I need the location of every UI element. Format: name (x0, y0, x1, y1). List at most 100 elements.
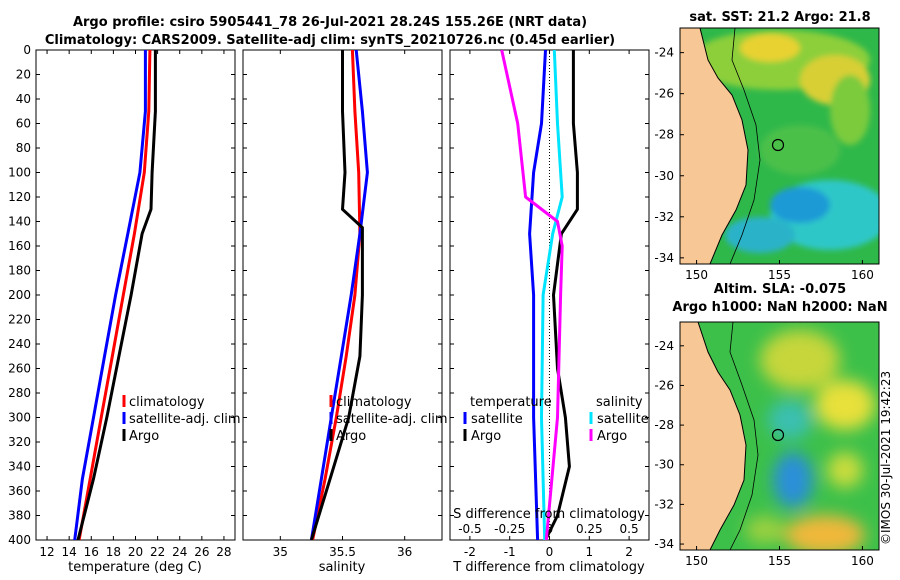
xtick-label: -1 (504, 545, 516, 559)
ytick-label: 160 (8, 239, 31, 253)
ytick-label: 320 (8, 435, 31, 449)
legend-label-satellite: satellite-adj. clim (129, 412, 241, 427)
map-xtick-label: 155 (768, 554, 791, 568)
series-argo (76, 50, 157, 540)
sst-map-ticks: 150 155 160 -24 -26 -28 -30 -32 -34 (654, 46, 873, 282)
xtick-label: 0 (546, 545, 554, 559)
xtick-label: 16 (84, 545, 99, 559)
ytick-label: 20 (16, 68, 31, 82)
xtick-label: 18 (106, 545, 121, 559)
xtick-label: 14 (62, 545, 77, 559)
series-climatology (311, 50, 362, 540)
map-ytick-label: -26 (654, 378, 674, 392)
temperature-xlabel: temperature (deg C) (68, 560, 202, 575)
sla-map: 150 155 160 -24 -26 -28 -30 -32 -34 (654, 321, 880, 568)
xtick-label: 12 (39, 545, 54, 559)
sla-field (745, 330, 875, 550)
difference-yticks (450, 49, 649, 541)
ytick-label: 120 (8, 190, 31, 204)
sla-map-title-line1: Altim. SLA: -0.075 (713, 282, 847, 297)
salinity-xticks: 35 35.5 36 (273, 50, 412, 559)
salinity-yticks (243, 49, 442, 541)
ytick-label: 200 (8, 288, 31, 302)
sst-argo-marker (771, 138, 785, 152)
map-ytick-label: -24 (654, 46, 674, 60)
difference-top-label: S difference from climatology (453, 507, 645, 522)
ytick-label: 280 (8, 386, 31, 400)
legend-label-t-satellite: satellite (471, 412, 523, 427)
map-ytick-label: -32 (654, 497, 674, 511)
sla-isobath (729, 322, 759, 550)
sst-map: 150 155 160 -24 -26 -28 -30 -32 -34 (654, 27, 880, 282)
map-ytick-label: -28 (654, 128, 674, 142)
sla-map-title-line2: Argo h1000: NaN h2000: NaN (672, 300, 888, 315)
ytick-label: 340 (8, 460, 31, 474)
salinity-legend: climatology satellite-adj. clim Argo (329, 395, 448, 444)
xtick-label: -2 (464, 545, 476, 559)
ytick-label: 60 (16, 117, 31, 131)
map-xtick-label: 160 (851, 268, 874, 282)
legend-header-temperature: temperature (470, 395, 552, 410)
ytick-label: 300 (8, 411, 31, 425)
ytick-label: 260 (8, 362, 31, 376)
series-climatology (77, 50, 152, 540)
xtick-label: 1 (585, 545, 593, 559)
map-ytick-label: -34 (654, 537, 674, 551)
sst-land (680, 28, 748, 264)
map-ytick-label: -30 (654, 169, 674, 183)
top-xtick-label: -0.25 (494, 522, 525, 536)
series-satellite-adj-clim (309, 50, 369, 540)
sst-field (690, 30, 879, 253)
temperature-legend: climatology satellite-adj. clim Argo (122, 395, 241, 444)
map-xtick-label: 160 (851, 554, 874, 568)
series-salinity-satellite (540, 50, 564, 540)
ytick-label: 220 (8, 313, 31, 327)
xtick-label: 35.5 (329, 545, 356, 559)
map-ytick-label: -32 (654, 210, 674, 224)
difference-legend: temperature satellite Argo salinity sate… (463, 395, 649, 444)
legend-header-salinity: salinity (596, 395, 643, 410)
map-xtick-label: 150 (685, 268, 708, 282)
figure-title-line2: Climatology: CARS2009. Satellite-adj cli… (44, 33, 616, 48)
difference-xlabel: T difference from climatology (452, 560, 645, 575)
ytick-label: 40 (16, 92, 31, 106)
ytick-label: 400 (8, 533, 31, 547)
ytick-label: 380 (8, 509, 31, 523)
temperature-yticks: 0 20 40 60 80 100 120 140 160 180 200 220 240 260 280 3… (8, 43, 235, 547)
series-temperature-satellite (528, 50, 547, 540)
ytick-label: 0 (23, 43, 31, 57)
series-satellite-adj-clim (73, 50, 147, 540)
map-ytick-label: -28 (654, 418, 674, 432)
ytick-label: 180 (8, 264, 31, 278)
sst-map-title: sat. SST: 21.2 Argo: 21.8 (689, 10, 871, 25)
xtick-label: 26 (194, 545, 209, 559)
xtick-label: 35 (273, 545, 288, 559)
legend-label-climatology: climatology (336, 395, 412, 410)
ytick-label: 360 (8, 484, 31, 498)
xtick-label: 36 (397, 545, 412, 559)
series-temperature-argo (544, 50, 579, 540)
xtick-label: 28 (216, 545, 231, 559)
top-xtick-label: -0.5 (458, 522, 481, 536)
ytick-label: 100 (8, 166, 31, 180)
legend-label-climatology: climatology (129, 395, 205, 410)
legend-label-t-argo: Argo (471, 429, 501, 444)
top-xtick-label: 0.25 (576, 522, 603, 536)
sla-argo-marker (771, 428, 785, 442)
map-ytick-label: -30 (654, 458, 674, 472)
sla-coastline (697, 322, 747, 550)
sla-map-ticks: 150 155 160 -24 -26 -28 -30 -32 -34 (654, 339, 873, 568)
difference-axes-box (449, 49, 650, 541)
temperature-xticks: 12 14 16 18 20 22 24 26 28 (39, 50, 232, 559)
series-salinity-argo (500, 50, 564, 540)
ytick-label: 140 (8, 215, 31, 229)
xtick-label: 2 (625, 545, 633, 559)
xtick-label: 24 (172, 545, 187, 559)
ytick-label: 240 (8, 337, 31, 351)
legend-label-argo: Argo (336, 429, 366, 444)
series-argo (309, 50, 364, 540)
ytick-label: 80 (16, 141, 31, 155)
figure-title-line1: Argo profile: csiro 5905441_78 26-Jul-20… (72, 15, 588, 30)
temperature-panel: 0 20 40 60 80 100 120 140 160 180 200 220 240 260 280 3… (8, 43, 241, 575)
map-ytick-label: -24 (654, 339, 674, 353)
